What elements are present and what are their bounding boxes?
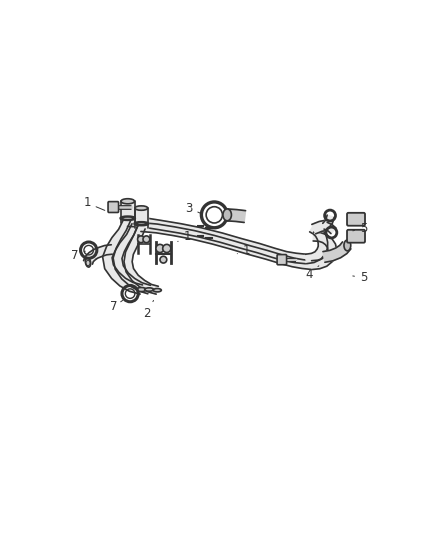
Circle shape (143, 236, 150, 243)
Polygon shape (323, 215, 334, 228)
Polygon shape (323, 242, 351, 262)
Polygon shape (121, 201, 134, 223)
Text: 1: 1 (83, 197, 105, 211)
Text: 1: 1 (178, 230, 191, 244)
Polygon shape (84, 245, 112, 264)
FancyBboxPatch shape (347, 213, 365, 225)
FancyBboxPatch shape (108, 201, 119, 213)
Ellipse shape (121, 199, 134, 204)
Polygon shape (141, 223, 313, 270)
Ellipse shape (344, 240, 351, 251)
Text: 7: 7 (71, 249, 85, 262)
Polygon shape (102, 220, 142, 294)
Ellipse shape (153, 288, 161, 292)
FancyBboxPatch shape (347, 230, 365, 243)
Ellipse shape (223, 209, 231, 221)
Circle shape (162, 245, 171, 253)
Text: 1: 1 (237, 244, 250, 257)
Ellipse shape (137, 287, 146, 292)
Ellipse shape (145, 288, 154, 291)
Polygon shape (312, 220, 328, 234)
Circle shape (156, 245, 164, 253)
Text: 6: 6 (83, 256, 96, 269)
Ellipse shape (85, 257, 91, 267)
Polygon shape (324, 222, 336, 233)
Polygon shape (127, 217, 307, 264)
Ellipse shape (135, 206, 148, 211)
Polygon shape (305, 224, 328, 264)
FancyBboxPatch shape (277, 255, 286, 265)
Text: 3: 3 (185, 201, 201, 215)
Polygon shape (226, 209, 246, 222)
Text: 5: 5 (353, 271, 367, 284)
Polygon shape (113, 221, 150, 294)
Circle shape (160, 256, 167, 263)
Polygon shape (135, 208, 148, 229)
Polygon shape (124, 226, 158, 294)
Text: 4: 4 (306, 266, 319, 281)
Circle shape (138, 236, 145, 243)
Text: 5: 5 (353, 222, 367, 235)
Polygon shape (311, 232, 337, 270)
Text: 7: 7 (110, 300, 123, 313)
Text: 2: 2 (143, 301, 154, 320)
